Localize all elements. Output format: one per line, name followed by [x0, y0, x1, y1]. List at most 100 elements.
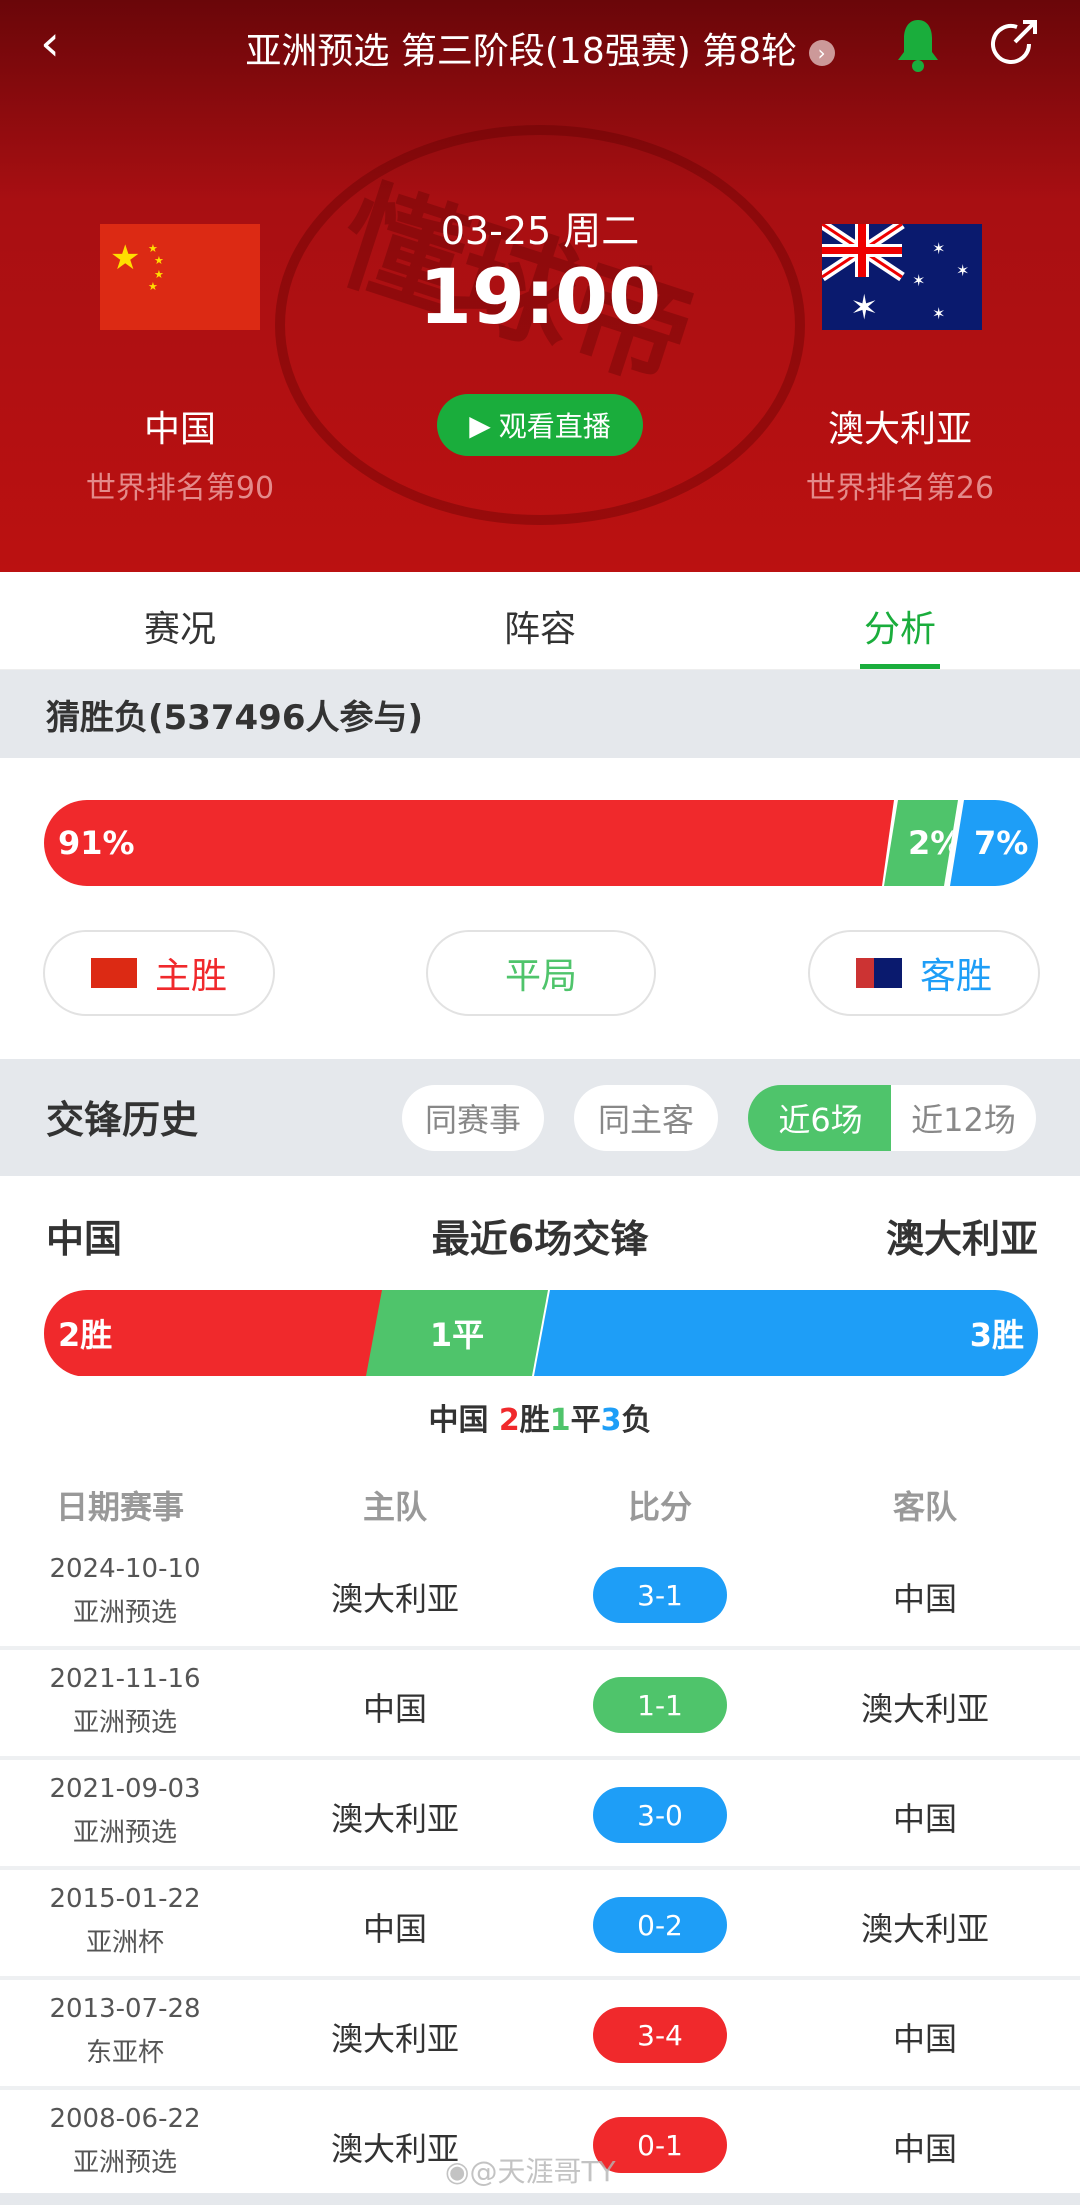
losses-label: 3胜	[969, 1316, 1024, 1354]
match-date: 2021-09-03	[49, 1774, 201, 1804]
weibo-icon: ◉	[445, 2155, 470, 2188]
guess-bar: 91% 2% 7%	[44, 800, 1038, 886]
active-tab-indicator	[860, 664, 940, 669]
summary-wins: 2	[498, 1403, 520, 1438]
away-win-button[interactable]: 客胜	[808, 930, 1040, 1016]
summary-wins-label: 胜	[519, 1403, 550, 1438]
back-icon[interactable]: ‹	[40, 14, 60, 72]
svg-text:★: ★	[148, 242, 158, 255]
match-competition: 亚洲预选	[72, 1708, 177, 1738]
h2h-title: 交锋历史	[46, 1098, 199, 1142]
match-date: 2013-07-28	[49, 1994, 201, 2024]
row-home-team: 中国	[362, 1910, 427, 1948]
draws-segment: 1平	[366, 1290, 548, 1376]
table-row[interactable]: 2021-11-16 亚洲预选 中国 1-1 澳大利亚	[0, 1650, 1080, 1760]
losses-segment: 3胜	[534, 1290, 1038, 1376]
match-competition: 亚洲预选	[72, 2148, 177, 2178]
china-flag-icon: ★ ★ ★ ★ ★	[100, 224, 260, 330]
away-pct: 7%	[974, 824, 1029, 862]
score-badge: 3-1	[593, 1567, 727, 1623]
wins-segment: 2胜	[44, 1290, 384, 1376]
row-home-team: 澳大利亚	[330, 2020, 459, 2058]
match-competition: 亚洲预选	[72, 1818, 177, 1848]
filter-last-6[interactable]: 近6场	[748, 1085, 893, 1151]
row-away-team: 中国	[892, 1800, 957, 1838]
home-win-button[interactable]: 主胜	[43, 930, 275, 1016]
table-row[interactable]: 2024-10-10 亚洲预选 澳大利亚 3-1 中国	[0, 1540, 1080, 1650]
match-date: 2021-11-16	[49, 1664, 201, 1694]
match-competition: 东亚杯	[85, 2038, 164, 2068]
chevron-right-icon: ›	[808, 40, 835, 66]
svg-text:✶: ✶	[932, 239, 945, 258]
svg-text:✶: ✶	[850, 288, 879, 328]
tab-analysis[interactable]: 分析	[863, 609, 936, 650]
decoration	[275, 125, 805, 525]
col-date: 日期赛事	[55, 1488, 184, 1526]
away-win-label: 客胜	[919, 956, 992, 997]
play-icon: ▶	[469, 408, 491, 442]
match-date: 2024-10-10	[49, 1554, 201, 1584]
draw-pct: 2%	[908, 824, 963, 862]
guess-title: 猜胜负(537496人参与)	[46, 698, 424, 738]
competition-title[interactable]: 亚洲预选 第三阶段(18强赛) 第8轮 ›	[0, 22, 1080, 74]
filter-same-competition[interactable]: 同赛事	[402, 1085, 544, 1151]
share-icon[interactable]	[985, 16, 1041, 76]
tab-bar: 赛况 阵容 分析	[0, 572, 1080, 670]
home-win-label: 主胜	[154, 956, 227, 997]
h2h-home-team: 中国	[46, 1217, 123, 1261]
match-date: 2008-06-22	[49, 2104, 201, 2134]
h2h-away-team: 澳大利亚	[885, 1217, 1038, 1261]
home-win-segment: 91%	[44, 800, 894, 886]
summary-team: 中国	[428, 1403, 489, 1438]
home-team-name[interactable]: 中国	[143, 409, 216, 450]
home-pct: 91%	[58, 824, 135, 862]
filter-last-12[interactable]: 近12场	[891, 1085, 1036, 1151]
match-header: 懂球帝 ‹ 亚洲预选 第三阶段(18强赛) 第8轮 › ★ ★ ★ ★ ★ ✶ ✶ ✶ ✶ ✶ …	[0, 0, 1080, 572]
row-away-team: 澳大利亚	[860, 1690, 989, 1728]
h2h-summary: 中国 2胜1平3负	[0, 1395, 1080, 1439]
draw-segment: 2%	[884, 800, 958, 886]
table-row[interactable]: 2013-07-28 东亚杯 澳大利亚 3-4 中国	[0, 1980, 1080, 2090]
summary-losses-label: 负	[621, 1403, 652, 1438]
summary-draws-label: 平	[570, 1403, 601, 1438]
bottom-divider	[0, 2193, 1080, 2205]
away-team-name[interactable]: 澳大利亚	[827, 409, 972, 450]
bell-icon[interactable]	[893, 16, 943, 72]
svg-text:★: ★	[154, 254, 164, 267]
col-away: 客队	[892, 1488, 957, 1526]
col-home: 主队	[362, 1488, 427, 1526]
table-row[interactable]: 2015-01-22 亚洲杯 中国 0-2 澳大利亚	[0, 1870, 1080, 1980]
kickoff-time: 19:00	[419, 252, 661, 341]
score-badge: 3-0	[593, 1787, 727, 1843]
tab-lineup[interactable]: 阵容	[503, 609, 576, 650]
col-score: 比分	[627, 1488, 692, 1526]
summary-losses: 3	[600, 1403, 622, 1438]
match-date: 2015-01-22	[49, 1884, 201, 1914]
score-badge: 0-1	[593, 2117, 727, 2173]
watch-live-button[interactable]: ▶ 观看直播	[437, 394, 643, 456]
away-win-segment: 7%	[950, 800, 1038, 886]
australia-flag-icon: ✶ ✶ ✶ ✶ ✶	[819, 219, 982, 330]
row-home-team: 澳大利亚	[330, 1800, 459, 1838]
table-header: 日期赛事 主队 比分 客队	[0, 1482, 1080, 1528]
table-row[interactable]: 2021-09-03 亚洲预选 澳大利亚 3-0 中国	[0, 1760, 1080, 1870]
match-competition: 亚洲预选	[72, 1598, 177, 1628]
watch-live-label: 观看直播	[498, 410, 611, 443]
weibo-watermark: ◉@天涯哥TY	[445, 2150, 616, 2190]
h2h-bar: 2胜 1平 3胜	[44, 1290, 1038, 1377]
draw-button[interactable]: 平局	[426, 930, 656, 1016]
svg-text:✶: ✶	[912, 271, 925, 290]
tab-live[interactable]: 赛况	[143, 609, 216, 650]
watermark-text: @天涯哥TY	[469, 2155, 616, 2188]
svg-text:★: ★	[154, 268, 164, 281]
row-away-team: 中国	[892, 2130, 957, 2168]
row-home-team: 澳大利亚	[330, 1580, 459, 1618]
filter-same-venue[interactable]: 同主客	[574, 1085, 718, 1151]
svg-text:★: ★	[110, 238, 140, 278]
h2h-subtitle: 最近6场交锋	[431, 1217, 649, 1261]
match-competition: 亚洲杯	[85, 1928, 164, 1958]
svg-text:✶: ✶	[956, 261, 969, 280]
draw-label: 平局	[504, 956, 577, 997]
row-away-team: 澳大利亚	[860, 1910, 989, 1948]
svg-text:✶: ✶	[932, 304, 945, 323]
